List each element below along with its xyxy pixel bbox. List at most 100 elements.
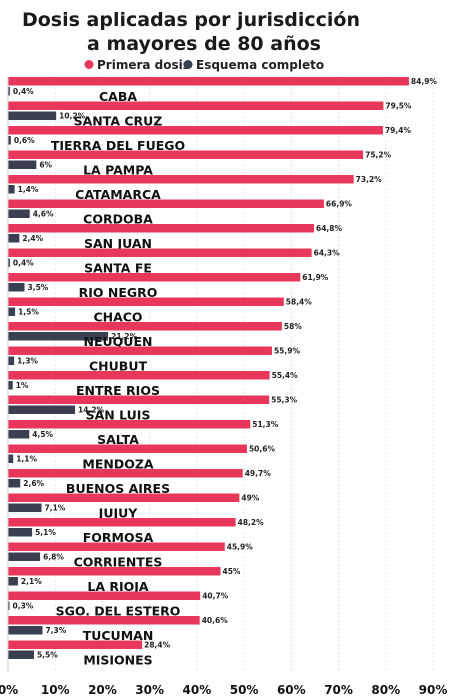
bar-esquema-completo: [8, 577, 18, 586]
value-label-esquema-completo: 5,1%: [35, 528, 56, 537]
x-tick-label: 40%: [183, 683, 212, 697]
value-label-esquema-completo: 7,1%: [45, 504, 66, 513]
bar-primera-dosis: [8, 567, 221, 576]
value-label-primera-dosis: 55,4%: [272, 371, 299, 380]
bar-esquema-completo: [8, 552, 41, 561]
category-label: RIO NEGRO: [79, 285, 158, 300]
bar-primera-dosis: [8, 297, 284, 306]
x-tick-label: 10%: [41, 683, 70, 697]
category-label: MISIONES: [83, 653, 152, 668]
x-axis: 0% 10% 20% 30% 40% 50% 60% 70% 80% 90%: [0, 76, 447, 697]
value-label-primera-dosis: 51,3%: [252, 420, 279, 429]
bar-primera-dosis: [8, 126, 383, 135]
bar-primera-dosis: [8, 371, 270, 380]
value-label-primera-dosis: 79,5%: [385, 102, 412, 111]
bar-primera-dosis: [8, 77, 409, 86]
value-label-primera-dosis: 40,7%: [202, 592, 229, 601]
bar-primera-dosis: [8, 444, 247, 453]
value-label-esquema-completo: 1,1%: [16, 455, 37, 464]
value-label-primera-dosis: 75,2%: [365, 151, 392, 160]
x-tick-label: 80%: [371, 683, 400, 697]
value-label-primera-dosis: 55,3%: [271, 396, 298, 405]
bar-esquema-completo: [8, 381, 13, 390]
value-label-esquema-completo: 1,3%: [17, 357, 38, 366]
value-label-primera-dosis: 64,8%: [316, 224, 343, 233]
bar-primera-dosis: [8, 150, 364, 159]
value-label-esquema-completo: 0,4%: [13, 259, 34, 268]
bar-primera-dosis: [8, 224, 314, 233]
x-tick-label: 60%: [277, 683, 306, 697]
category-label: SAN LUIS: [86, 408, 151, 423]
bar-esquema-completo: [8, 185, 15, 194]
value-label-primera-dosis: 58,4%: [286, 298, 313, 307]
category-label: SAN JUAN: [84, 236, 152, 251]
value-label-primera-dosis: 28,4%: [144, 641, 171, 650]
bar-primera-dosis: [8, 101, 384, 110]
value-label-esquema-completo: 10,2%: [59, 112, 86, 121]
bar-primera-dosis: [8, 420, 251, 429]
value-label-esquema-completo: 14,2%: [78, 406, 105, 415]
category-label: SANTA CRUZ: [74, 114, 163, 129]
category-label: LA PAMPA: [83, 163, 153, 178]
value-label-esquema-completo: 0,4%: [13, 87, 34, 96]
bar-esquema-completo: [8, 332, 109, 341]
bar-esquema-completo: [8, 454, 14, 463]
bar-primera-dosis: [8, 346, 272, 355]
bar-primera-dosis: [8, 518, 236, 527]
bar-primera-dosis: [8, 199, 324, 208]
value-label-primera-dosis: 66,9%: [326, 200, 353, 209]
category-label: CABA: [99, 89, 137, 104]
value-label-esquema-completo: 0,3%: [13, 602, 34, 611]
value-label-primera-dosis: 45%: [223, 567, 241, 576]
x-tick-label: 70%: [324, 683, 353, 697]
bar-esquema-completo: [8, 136, 11, 145]
bar-primera-dosis: [8, 322, 282, 331]
value-label-primera-dosis: 58%: [284, 322, 302, 331]
bar-esquema-completo: [8, 234, 20, 243]
bar-esquema-completo: [8, 307, 16, 316]
value-label-primera-dosis: 49,7%: [245, 469, 272, 478]
value-label-esquema-completo: 6,8%: [43, 553, 64, 562]
bar-esquema-completo: [8, 650, 34, 659]
bar-primera-dosis: [8, 395, 270, 404]
bar-esquema-completo: [8, 479, 21, 488]
bar-primera-dosis: [8, 542, 225, 551]
category-label: CHACO: [93, 310, 142, 325]
bar-esquema-completo: [8, 160, 37, 169]
value-label-primera-dosis: 84,9%: [411, 77, 438, 86]
value-label-primera-dosis: 61,9%: [302, 273, 329, 282]
bar-esquema-completo: [8, 356, 15, 365]
value-label-primera-dosis: 45,9%: [227, 543, 254, 552]
value-label-esquema-completo: 0,6%: [14, 136, 35, 145]
category-label: SGO. DEL ESTERO: [56, 604, 181, 619]
legend: Primera dosis Esquema completo: [84, 58, 324, 72]
bar-esquema-completo: [8, 111, 57, 120]
bar-esquema-completo: [8, 626, 43, 635]
category-label: MENDOZA: [82, 457, 154, 472]
category-label: SALTA: [97, 432, 139, 447]
value-label-esquema-completo: 1%: [16, 381, 29, 390]
category-label: TIERRA DEL FUEGO: [51, 138, 185, 153]
value-label-primera-dosis: 79,4%: [385, 126, 412, 135]
bar-esquema-completo: [8, 283, 25, 292]
chart-title-line-1: Dosis aplicadas por jurisdicción: [22, 9, 360, 31]
category-label: JUJUY: [98, 506, 139, 521]
value-label-esquema-completo: 2,6%: [23, 479, 44, 488]
category-label: NEUQUEN: [84, 334, 153, 349]
bar-esquema-completo: [8, 87, 10, 96]
category-label: TUCUMAN: [83, 628, 154, 643]
bar-esquema-completo: [8, 601, 10, 610]
bar-esquema-completo: [8, 405, 76, 414]
category-label: CORRIENTES: [74, 555, 163, 570]
bars: 84,9% 0,4% CABA 79,5% 10,2%SANTA CRUZ 79,4% 0,…: [8, 77, 437, 668]
category-label: CORDOBA: [83, 212, 153, 227]
chart-title-line-2: a mayores de 80 años: [87, 33, 321, 55]
value-label-esquema-completo: 21,2%: [111, 332, 138, 341]
value-label-primera-dosis: 40,6%: [202, 616, 229, 625]
value-label-esquema-completo: 7,3%: [45, 626, 66, 635]
legend-label-esquema: Esquema completo: [196, 58, 324, 72]
value-label-primera-dosis: 50,6%: [249, 445, 276, 454]
bar-primera-dosis: [8, 248, 312, 257]
bar-primera-dosis: [8, 493, 240, 502]
